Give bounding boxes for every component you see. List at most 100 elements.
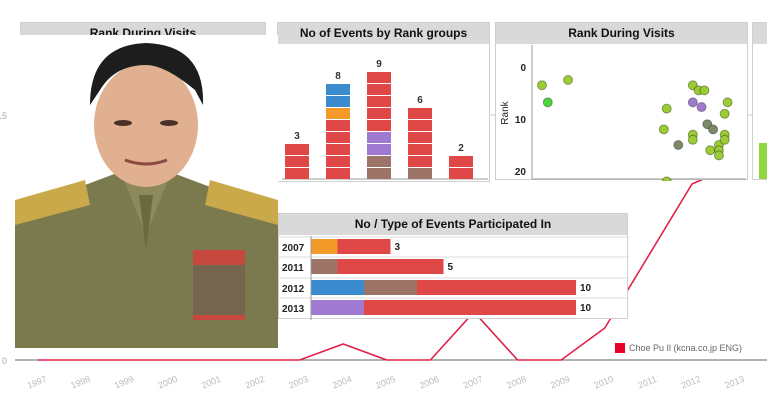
x-tick-label: 2006 — [418, 374, 440, 391]
bar-segment — [326, 108, 350, 119]
scatter-point — [687, 134, 698, 145]
x-tick-label: 2008 — [505, 374, 527, 391]
x-tick-label: 2007 — [462, 374, 484, 391]
data-label: 3 — [294, 131, 300, 142]
bar-segment — [367, 120, 391, 131]
events-by-rank-chart: No of Events by Rank groups 308591061522… — [277, 22, 490, 182]
data-label: 9 — [376, 59, 382, 70]
bar-segment — [311, 239, 338, 254]
scatter-point — [673, 140, 684, 150]
scatter-point — [705, 145, 716, 156]
scatter-point — [661, 103, 672, 114]
scatter-point — [719, 134, 730, 145]
bar-segment — [326, 132, 350, 143]
bar-segment — [408, 132, 432, 143]
y-tick-label: 0 — [2, 356, 7, 366]
data-label: 2 — [458, 143, 464, 154]
portrait-photo — [15, 35, 278, 348]
bar-segment — [337, 239, 391, 254]
bar-segment — [408, 168, 432, 179]
scatter-point — [722, 97, 733, 108]
scatter-point — [713, 150, 724, 161]
x-tick-label: 1998 — [69, 374, 91, 391]
bar-segment — [449, 168, 473, 179]
bar-segment — [364, 280, 417, 295]
scatter-point — [658, 124, 669, 135]
bar-segment — [408, 156, 432, 167]
bar-segment — [326, 144, 350, 155]
y-tick-label: 15 — [0, 111, 7, 121]
bar-segment — [311, 280, 364, 295]
legend-swatch — [615, 343, 625, 353]
y-tick-label: 0 — [520, 63, 526, 74]
data-label: 5 — [448, 262, 454, 273]
events-by-year-chart: No / Type of Events Participated In 2007… — [278, 213, 629, 320]
bar-segment — [417, 280, 576, 295]
bar-segment — [326, 168, 350, 179]
bar-segment — [367, 132, 391, 143]
scatter-point — [719, 108, 730, 119]
bar-segment — [285, 168, 309, 179]
bar-segment — [326, 120, 350, 131]
scatter-point — [542, 97, 553, 108]
chart-title: No / Type of Events Participated In — [279, 214, 627, 235]
data-label: 6 — [417, 95, 423, 106]
bar-segment — [367, 156, 391, 167]
bar-segment — [367, 96, 391, 107]
scatter-point — [708, 124, 719, 135]
x-tick-label: 2010 — [593, 374, 615, 391]
x-tick-label: 2005 — [375, 374, 397, 391]
scatter-point — [702, 119, 713, 130]
scatter-point — [661, 176, 672, 181]
x-tick-label: 2012 — [680, 374, 702, 391]
x-tick-label: 2009 — [549, 374, 571, 391]
chart-title: Rank During Visits — [496, 23, 747, 44]
x-tick-label: 2002 — [244, 374, 266, 391]
bar-segment — [408, 120, 432, 131]
y-axis-label: Rank — [500, 100, 511, 124]
y-tick-label: 20 — [515, 167, 527, 178]
bar-segment — [311, 300, 364, 315]
y-tick-label: 2011 — [282, 263, 304, 274]
data-label: 10 — [580, 283, 592, 294]
bar-segment — [326, 84, 350, 95]
scatter-point — [687, 80, 698, 91]
bar-segment — [367, 72, 391, 83]
x-tick-label: 1997 — [26, 374, 48, 391]
chart-title: No of Events by Rank groups — [278, 23, 489, 44]
y-tick-label: 2012 — [282, 284, 305, 295]
bar-segment — [367, 168, 391, 179]
clipped-panel — [752, 22, 767, 180]
x-tick-label: 2011 — [636, 374, 658, 391]
x-tick-label: 2003 — [287, 374, 309, 391]
data-label: 10 — [580, 303, 592, 314]
y-tick-label: 2013 — [282, 304, 305, 315]
rank-scatter-right: Rank During Visits 01020Rank200820102012 — [495, 22, 748, 181]
legend: Choe Pu Il (kcna.co.jp ENG) — [615, 343, 742, 353]
x-tick-label: 2000 — [157, 374, 179, 391]
scatter-point — [699, 85, 710, 96]
bar-segment — [367, 84, 391, 95]
bar-segment — [408, 108, 432, 119]
data-label: 8 — [335, 71, 341, 82]
x-tick-label: 2004 — [331, 374, 353, 391]
x-tick-label: 2013 — [723, 374, 745, 391]
bar-segment — [326, 156, 350, 167]
x-tick-label: 2001 — [200, 374, 222, 391]
x-tick-label: 1999 — [113, 374, 135, 391]
bar-segment — [364, 300, 576, 315]
scatter-point — [687, 97, 698, 108]
y-tick-label: 10 — [515, 115, 527, 126]
y-tick-label: 2007 — [282, 243, 305, 254]
scatter-point — [537, 80, 547, 91]
legend-label: Choe Pu Il (kcna.co.jp ENG) — [629, 343, 743, 353]
bar-segment — [367, 108, 391, 119]
bar-segment — [326, 96, 350, 107]
bar-segment — [311, 259, 338, 274]
bar-segment — [367, 144, 391, 155]
bar-segment — [337, 259, 444, 274]
bar-segment — [408, 144, 432, 155]
bar-segment — [285, 144, 309, 155]
scatter-point — [696, 102, 707, 113]
